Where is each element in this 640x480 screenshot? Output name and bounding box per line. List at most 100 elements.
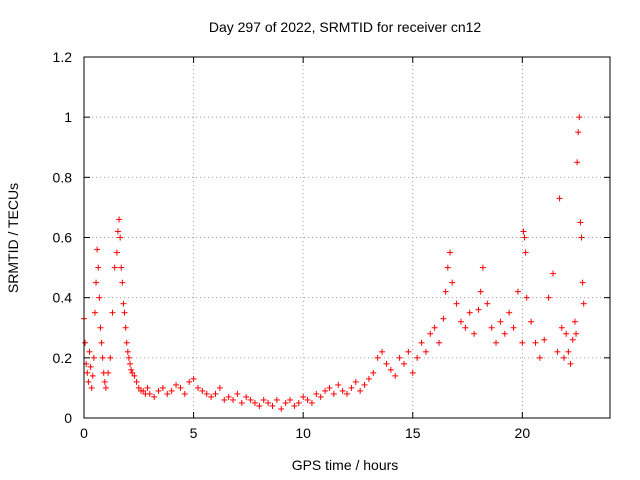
data-point (577, 219, 584, 226)
data-point (444, 264, 451, 271)
data-point (155, 387, 162, 394)
data-point (109, 309, 116, 316)
data-point (365, 375, 372, 382)
data-point (269, 402, 276, 409)
data-point (326, 384, 333, 391)
data-point (352, 378, 359, 385)
data-point (287, 396, 294, 403)
data-point (260, 396, 267, 403)
data-point (405, 348, 412, 355)
data-point (475, 306, 482, 313)
data-point (477, 288, 484, 295)
data-point (120, 300, 127, 307)
data-point (466, 309, 473, 316)
data-point (560, 354, 567, 361)
data-point (199, 387, 206, 394)
data-point (558, 324, 565, 331)
data-point (414, 354, 421, 361)
x-tick-label: 20 (515, 425, 531, 441)
y-tick-labels: 0 0.2 0.4 0.6 0.8 1 1.2 (53, 49, 73, 426)
data-point (105, 369, 112, 376)
data-point (453, 300, 460, 307)
y-tick-label: 0 (64, 410, 72, 426)
data-point (91, 309, 98, 316)
data-point (569, 336, 576, 343)
data-point (234, 390, 241, 397)
x-tick-label: 0 (80, 425, 88, 441)
data-point (168, 387, 175, 394)
data-point (116, 216, 123, 223)
data-point (256, 402, 263, 409)
data-point (574, 159, 581, 166)
data-point (300, 393, 307, 400)
data-point (330, 390, 337, 397)
data-point (317, 393, 324, 400)
x-tick-labels: 0 5 10 15 20 (80, 425, 530, 441)
grid-lines (84, 57, 610, 418)
data-point (379, 348, 386, 355)
data-point (392, 372, 399, 379)
data-point (151, 393, 158, 400)
data-point (89, 372, 96, 379)
data-point (164, 390, 171, 397)
data-point (146, 390, 153, 397)
data-point (190, 375, 197, 382)
data-point (129, 369, 136, 376)
data-point (208, 393, 215, 400)
y-tick-label: 1.2 (53, 49, 73, 65)
data-point (265, 399, 272, 406)
data-point (131, 372, 138, 379)
data-point (339, 387, 346, 394)
data-point (400, 360, 407, 367)
data-point (519, 339, 526, 346)
data-point (571, 318, 578, 325)
data-point (479, 264, 486, 271)
data-point (212, 390, 219, 397)
data-points (81, 114, 587, 412)
data-point (113, 249, 120, 256)
data-point (194, 384, 201, 391)
data-point (291, 402, 298, 409)
data-point (573, 330, 580, 337)
data-point (348, 384, 355, 391)
data-point (123, 339, 130, 346)
x-tick-label: 15 (405, 425, 421, 441)
data-point (124, 348, 131, 355)
data-point (86, 348, 93, 355)
data-point (125, 354, 132, 361)
data-point (344, 390, 350, 397)
data-point (506, 309, 513, 316)
data-point (308, 399, 315, 406)
data-point (221, 396, 228, 403)
data-point (97, 324, 104, 331)
data-point (90, 354, 97, 361)
data-point (159, 384, 166, 391)
data-point (94, 246, 101, 253)
data-point (243, 393, 250, 400)
data-point (98, 339, 105, 346)
data-point (282, 399, 289, 406)
data-point (322, 387, 329, 394)
data-point (522, 249, 529, 256)
data-point (114, 228, 121, 235)
y-tick-label: 0.2 (53, 350, 73, 366)
data-point (95, 264, 102, 271)
y-tick-label: 0.6 (53, 230, 73, 246)
data-point (173, 381, 180, 388)
data-point (96, 294, 103, 301)
data-point (484, 300, 491, 307)
data-point (501, 330, 508, 337)
plot-frame (83, 56, 611, 419)
data-point (521, 234, 528, 241)
data-point (101, 378, 108, 385)
data-point (578, 234, 585, 241)
data-point (580, 300, 587, 307)
data-point (418, 339, 425, 346)
data-point (510, 324, 517, 331)
data-point (565, 348, 572, 355)
data-point (528, 318, 535, 325)
data-point (447, 249, 454, 256)
data-point (436, 339, 443, 346)
y-tick-label: 1 (64, 109, 72, 125)
y-axis-label: SRMTID / TECUs (5, 183, 21, 293)
